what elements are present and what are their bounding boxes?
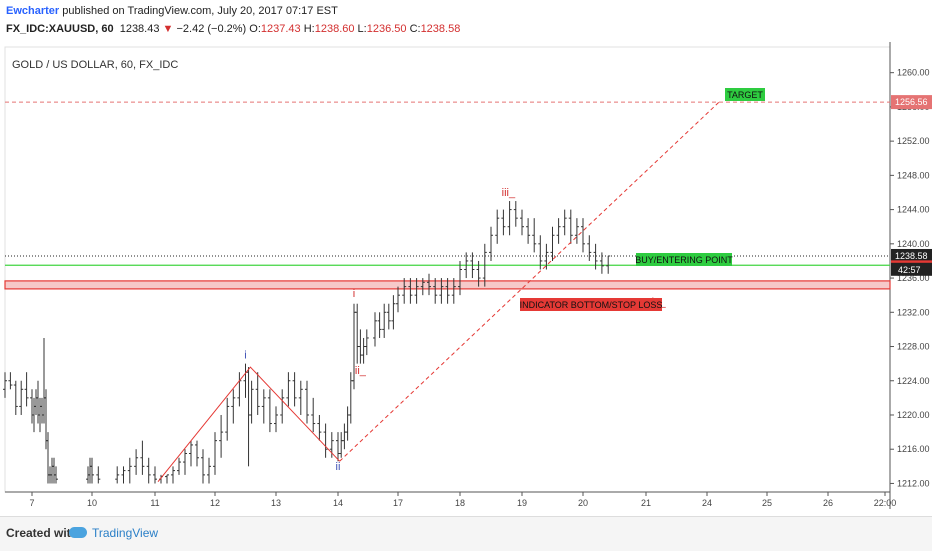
wave-label: iii_ — [502, 187, 516, 199]
y-tick-label: 1252.00 — [897, 136, 930, 146]
countdown-box — [891, 262, 932, 276]
x-tick-label: 26 — [823, 498, 833, 508]
price-chart[interactable]: 1212.00 1216.00 1220.00 1224.00 1228.00 1232.… — [0, 0, 932, 516]
y-tick-label: 1228.00 — [897, 342, 930, 352]
x-tick-label: 13 — [271, 498, 281, 508]
publish-header: Ewcharter published on TradingView.com, … — [6, 5, 338, 17]
x-tick-label: 7 — [29, 498, 34, 508]
y-tick-label: 1224.00 — [897, 376, 930, 386]
x-tick-label: 21 — [641, 498, 651, 508]
x-tick-label: 17 — [393, 498, 403, 508]
wave-label: ii_ — [355, 365, 367, 377]
wave-label: ii — [336, 461, 341, 473]
y-tick-label: 1220.00 — [897, 410, 930, 420]
x-tick-label: 19 — [517, 498, 527, 508]
annotation-label: TARGET — [727, 90, 763, 100]
close-value: 1238.58 — [420, 23, 461, 35]
y-tick-label: 1236.00 — [897, 273, 930, 283]
annotation-label: BUY/ENTERING POINT — [635, 255, 733, 265]
x-tick-label: 12 — [210, 498, 220, 508]
low-value: 1236.50 — [366, 23, 407, 35]
y-tick-label: 1248.00 — [897, 170, 930, 180]
x-tick-label: 25 — [762, 498, 772, 508]
wave-label: i — [353, 288, 355, 300]
x-tick-label: 24 — [702, 498, 712, 508]
low-label: L: — [357, 23, 367, 35]
price-label: 1238.58 — [895, 251, 928, 261]
y-tick-label: 1244.00 — [897, 205, 930, 215]
price-label-box — [891, 95, 932, 110]
x-tick-label: 11 — [150, 498, 159, 508]
high-value: 1238.60 — [314, 23, 355, 35]
price-change: −2.42 (−0.2%) — [176, 23, 247, 35]
y-tick-label: 1216.00 — [897, 444, 930, 454]
ohlc-header: FX_IDC:XAUUSD, 60 1238.43 ▼ −2.42 (−0.2%… — [6, 23, 460, 35]
down-arrow-icon: ▼ — [162, 23, 174, 35]
open-label: O: — [249, 23, 261, 35]
tradingview-brand-link[interactable]: TradingView — [92, 526, 159, 540]
x-tick-label: 20 — [578, 498, 588, 508]
zigzag-line — [157, 366, 340, 483]
published-text: published on TradingView.com, July 20, 2… — [62, 5, 338, 17]
projection-line — [339, 101, 720, 462]
tradingview-cloud-icon — [69, 527, 87, 538]
annotation-box — [520, 298, 662, 311]
close-label: C: — [409, 23, 421, 35]
y-tick-label: 1232.00 — [897, 307, 930, 317]
price-label-box — [891, 248, 932, 263]
symbol-label: FX_IDC:XAUUSD, 60 — [6, 23, 114, 35]
footer-bar: Created with TradingView — [0, 516, 932, 551]
price-label: 1256.56 — [895, 97, 928, 107]
y-tick-label: 1212.00 — [897, 478, 930, 488]
open-value: 1237.43 — [260, 23, 301, 35]
author-link[interactable]: Ewcharter — [6, 5, 60, 17]
x-tick-label: 10 — [87, 498, 97, 508]
last-price: 1238.43 — [119, 23, 160, 35]
x-tick-label: 22:00 — [874, 498, 897, 508]
created-with-text: Created with — [6, 526, 79, 540]
annotation-box — [636, 253, 732, 266]
countdown-label: 42:57 — [898, 265, 921, 275]
annotation-box — [725, 88, 765, 101]
plot-area — [4, 46, 891, 493]
y-tick-label: 1260.00 — [897, 68, 930, 78]
x-tick-label: 14 — [333, 498, 343, 508]
annotation-label: INDICATOR BOTTOM/STOP LOSS — [520, 300, 663, 310]
wave-label: i — [244, 350, 246, 362]
ohlc-bars — [3, 201, 611, 484]
x-tick-label: 18 — [455, 498, 465, 508]
chart-title: GOLD / US DOLLAR, 60, FX_IDC — [12, 59, 178, 71]
y-tick-label: 1240.00 — [897, 239, 930, 249]
high-label: H: — [303, 23, 315, 35]
